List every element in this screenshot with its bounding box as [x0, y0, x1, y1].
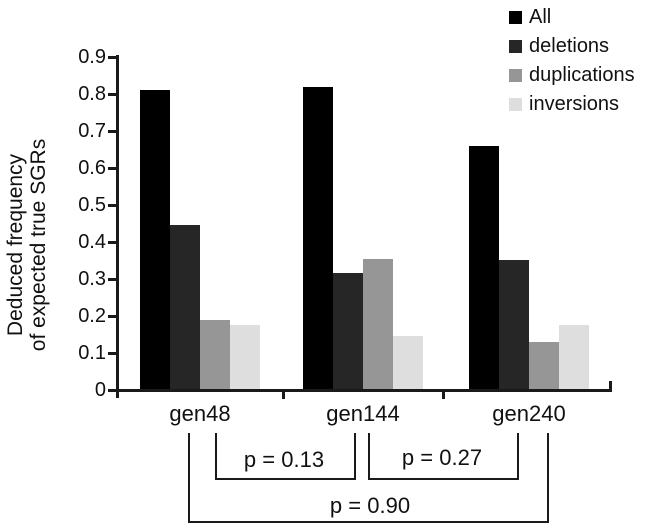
bar-gen240-duplications — [529, 342, 559, 390]
y-axis-title-line1: Deduced frequency — [4, 153, 27, 337]
y-tick-label-0.3: 0.3 — [78, 268, 106, 290]
x-axis-label-gen48: gen48 — [169, 401, 231, 426]
y-tick-mark-0 — [108, 388, 118, 392]
legend-swatch-icon — [509, 10, 522, 24]
legend: All deletions duplications inversions — [509, 7, 635, 123]
y-tick-mark-0.6 — [108, 166, 118, 170]
bar-gen144-inversions — [393, 336, 423, 390]
legend-item-all: All — [509, 7, 635, 27]
bar-gen144-duplications — [363, 259, 393, 390]
y-tick-label-0.7: 0.7 — [78, 120, 106, 142]
bar-gen48-duplications — [200, 320, 230, 390]
x-axis-end-tick — [609, 381, 612, 391]
y-tick-label-0: 0 — [94, 379, 106, 401]
y-tick-label-0.4: 0.4 — [78, 231, 106, 253]
y-tick-mark-0.9 — [108, 55, 118, 59]
bar-gen144-deletions — [333, 273, 363, 390]
y-axis-title-line2: of expected true SGRs — [27, 138, 50, 352]
legend-swatch-icon — [509, 68, 522, 82]
legend-item-duplications: duplications — [509, 65, 635, 85]
bar-gen48-inversions — [230, 325, 260, 390]
y-tick-label-0.9: 0.9 — [78, 46, 106, 68]
x-tick-mark-2 — [441, 390, 445, 399]
legend-label: duplications — [529, 64, 635, 86]
legend-item-deletions: deletions — [509, 36, 635, 56]
bar-gen240-all — [469, 146, 499, 390]
y-tick-mark-0.7 — [108, 129, 118, 133]
legend-swatch-icon — [509, 39, 522, 53]
bar-gen240-inversions — [559, 325, 589, 390]
y-tick-mark-0.4 — [108, 240, 118, 244]
p-value-label-gen48-gen144: p = 0.13 — [224, 448, 344, 472]
legend-swatch-icon — [509, 97, 522, 111]
x-axis-line — [116, 389, 612, 392]
x-tick-mark-1 — [281, 390, 285, 399]
y-tick-mark-0.5 — [108, 203, 118, 207]
y-tick-label-0.8: 0.8 — [78, 83, 106, 105]
p-value-label-gen144-gen240: p = 0.27 — [382, 446, 502, 470]
y-tick-mark-0.1 — [108, 351, 118, 355]
significance-bracket-gen144-gen240 — [368, 433, 519, 480]
y-tick-label-0.2: 0.2 — [78, 305, 106, 327]
y-tick-label-0.1: 0.1 — [78, 342, 106, 364]
significance-bracket-gen48-gen240 — [188, 433, 549, 523]
legend-label: inversions — [529, 93, 620, 115]
y-tick-mark-0.3 — [108, 277, 118, 281]
y-tick-mark-0.2 — [108, 314, 118, 318]
bar-gen48-all — [140, 90, 170, 390]
legend-label: deletions — [529, 35, 610, 57]
x-axis-label-gen240: gen240 — [492, 401, 566, 426]
p-value-label-gen48-gen240: p = 0.90 — [310, 494, 430, 518]
legend-item-inversions: inversions — [509, 94, 635, 114]
significance-bracket-gen48-gen144 — [215, 433, 356, 480]
y-tick-label-0.6: 0.6 — [78, 157, 106, 179]
y-tick-label-0.5: 0.5 — [78, 194, 106, 216]
bar-gen144-all — [303, 87, 333, 390]
y-tick-mark-0.8 — [108, 92, 118, 96]
legend-label: All — [529, 6, 552, 28]
bar-gen48-deletions — [170, 225, 200, 390]
y-axis-line — [116, 55, 119, 398]
bar-gen240-deletions — [499, 260, 529, 390]
y-axis-title: Deduced frequency of expected true SGRs — [4, 85, 50, 405]
x-axis-label-gen144: gen144 — [326, 401, 400, 426]
